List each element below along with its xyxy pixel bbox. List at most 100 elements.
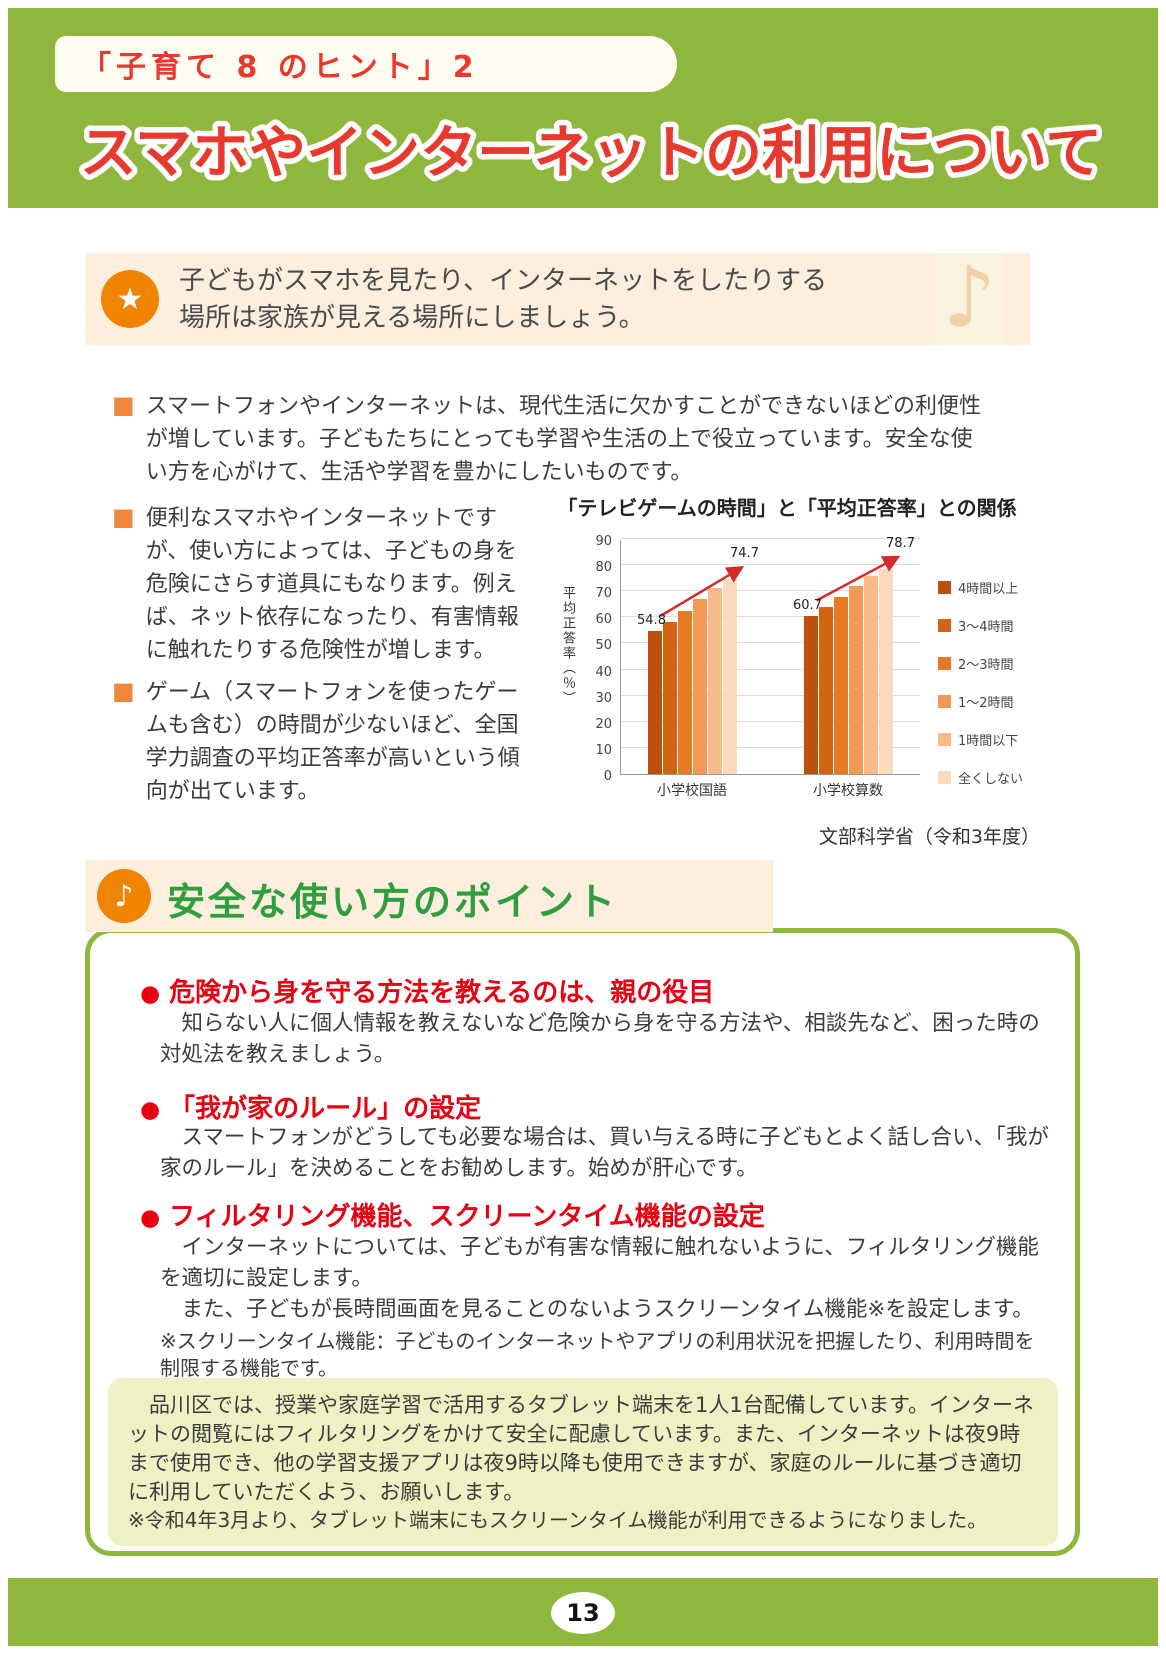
chart-plot-area: 54.8 74.7 60.7 78.7 [620, 536, 920, 775]
y-tick-label: 50 [595, 638, 612, 654]
music-note-icon: ♪ [97, 869, 151, 923]
chart-gridline [621, 746, 920, 748]
city-info-note: ※令和4年3月より、タブレット端末にもスクリーンタイム機能が利用できるようになり… [128, 1508, 988, 1532]
series-badge-label: 「子育て 8 のヒント」2 [81, 50, 479, 85]
legend-swatch [938, 657, 951, 670]
chart-bar [708, 587, 722, 774]
y-tick-label: 70 [595, 586, 612, 602]
chart-legend: 4時間以上 3～4時間 2～3時間 1～2時間 1時間以下全くしない [938, 578, 1023, 806]
chart-y-axis-label: 平均正答率（％） [560, 586, 575, 706]
bar-chart: 平均正答率（％） 0 10 20 30 40 50 60 70 80 90 54.8 74.7 60.… [550, 528, 1060, 828]
star-glyph: ★ [116, 281, 144, 317]
bar-value-label: 78.7 [886, 535, 915, 551]
y-tick-label: 0 [603, 769, 612, 784]
chart-gridline [621, 694, 920, 696]
intro-paragraph-text: スマートフォンやインターネットは、現代生活に欠かすことができないほどの利便性が増… [145, 394, 982, 485]
chart-gridline [621, 564, 920, 566]
legend-swatch [938, 695, 951, 708]
legend-item: 4時間以上 [938, 578, 1023, 597]
screen-time-note: ※スクリーンタイム機能：子どものインターネットやアプリの利用状況を把握したり、利… [160, 1329, 1035, 1380]
game-time-paragraph-text: ゲーム（スマートフォンを使ったゲームも含む）の時間が少ないほど、全国学力調査の平… [145, 680, 520, 804]
chart-bar [678, 610, 692, 774]
points-section-header: ♪ 安全な使い方のポイント [85, 860, 773, 932]
legend-item: 3～4時間 [938, 616, 1023, 635]
y-tick-label: 40 [595, 664, 612, 680]
legend-label: 2～3時間 [958, 658, 1014, 673]
key-message: 子どもがスマホを見たり、インターネットをしたりする 場所は家族が見える場所にしま… [179, 263, 827, 337]
ribbon-decoration [936, 253, 1004, 345]
legend-swatch [938, 733, 951, 746]
point-2-body: スマートフォンがどうしても必要な場合は、買い与える時に子どもとよく話し合い、「我… [160, 1125, 1049, 1181]
point-3-title: ● フィルタリング機能、スクリーンタイム機能の設定 [140, 1196, 765, 1233]
y-tick-label: 60 [595, 612, 612, 628]
circle-bullet-icon: ● [140, 1097, 161, 1123]
city-info-body: 品川区では、授業や家庭学習で活用するタブレット端末を1人1台配備しています。イン… [128, 1393, 1034, 1504]
legend-swatch [938, 581, 951, 594]
game-time-paragraph: ■ ゲーム（スマートフォンを使ったゲームも含む）の時間が少ないほど、全国学力調査… [112, 676, 526, 808]
header-band: 「子育て 8 のヒント」2 スマホやインターネットの利用について [8, 8, 1158, 208]
chart-bar [723, 578, 737, 774]
y-tick-label: 30 [595, 690, 612, 706]
legend-label: 全くしない [958, 772, 1024, 787]
legend-swatch [938, 619, 951, 632]
square-bullet-icon: ■ [112, 391, 135, 419]
chart-category-label: 小学校国語 [657, 783, 727, 799]
chart-y-axis: 0 10 20 30 40 50 60 70 80 90 [580, 534, 612, 784]
legend-item: 1～2時間 [938, 692, 1023, 711]
legend-label: 4時間以上 [958, 582, 1019, 597]
point-2-title-text: 「我が家のルール」の設定 [169, 1094, 482, 1124]
chart-bar [663, 622, 677, 774]
chart-bar [879, 568, 893, 774]
point-1-title-text: 危険から身を守る方法を教えるのは、親の役目 [169, 978, 715, 1008]
chart-bar [864, 576, 878, 774]
chart-gridline [621, 538, 920, 539]
treble-clef-icon: ♪ [942, 253, 996, 345]
y-tick-label: 90 [595, 534, 612, 549]
chart-bar [693, 598, 707, 774]
legend-item: 全くしない [938, 768, 1023, 787]
chart-category-label: 小学校算数 [813, 783, 883, 799]
bar-value-label: 54.8 [637, 612, 666, 628]
y-tick-label: 10 [595, 742, 612, 758]
circle-bullet-icon: ● [140, 1205, 161, 1231]
page-title-graphic: スマホやインターネットの利用について [74, 115, 1108, 192]
square-bullet-icon: ■ [112, 677, 135, 705]
intro-paragraph: ■ スマートフォンやインターネットは、現代生活に欠かすことができないほどの利便性… [112, 390, 994, 489]
chart-bar [804, 615, 818, 774]
chart-title: 「テレビゲームの時間」と「平均正答率」との関係 [557, 496, 1017, 520]
legend-swatch [938, 771, 951, 784]
key-message-box: ♪ ★ 子どもがスマホを見たり、インターネットをしたりする 場所は家族が見える場… [85, 253, 1030, 345]
y-tick-label: 20 [595, 716, 612, 732]
series-badge: 「子育て 8 のヒント」2 [55, 36, 677, 92]
page-number: 13 [551, 1592, 615, 1634]
risk-paragraph-text: 便利なスマホやインターネットですが、使い方によっては、子どもの身を危険にさらす道… [145, 506, 519, 663]
legend-label: 3～4時間 [958, 620, 1014, 635]
legend-label: 1～2時間 [958, 696, 1014, 711]
point-2-title: ● 「我が家のルール」の設定 [140, 1088, 481, 1125]
chart-gridline [621, 642, 920, 644]
circle-bullet-icon: ● [140, 981, 161, 1007]
bar-value-label: 60.7 [793, 597, 822, 613]
legend-item: 1時間以下 [938, 730, 1023, 749]
chart-source: 文部科学省（令和3年度） [818, 826, 1040, 848]
point-1-body: 知らない人に個人情報を教えないなど危険から身を守る方法や、相談先など、困った時の… [160, 1011, 1040, 1067]
city-info-box: 品川区では、授業や家庭学習で活用するタブレット端末を1人1台配備しています。イン… [108, 1378, 1058, 1546]
chart-bar [834, 596, 848, 774]
key-message-line-1: 子どもがスマホを見たり、インターネットをしたりする [179, 266, 828, 296]
legend-label: 1時間以下 [958, 734, 1019, 749]
chart-bar [648, 630, 662, 774]
page-title: スマホやインターネットの利用について [80, 120, 1103, 186]
chart-gridline [621, 668, 920, 670]
point-1-title: ● 危険から身を守る方法を教えるのは、親の役目 [140, 972, 714, 1009]
chart-category-labels: 小学校国語 小学校算数 [620, 780, 920, 802]
chart-gridline [621, 616, 920, 618]
chart-gridline [621, 720, 920, 722]
chart-gridline [621, 590, 920, 592]
legend-item: 2～3時間 [938, 654, 1023, 673]
risk-paragraph: ■ 便利なスマホやインターネットですが、使い方によっては、子どもの身を危険にさら… [112, 502, 526, 667]
star-icon: ★ [101, 270, 159, 328]
points-section-title: 安全な使い方のポイント [167, 880, 619, 924]
bar-value-label: 74.7 [730, 545, 759, 561]
chart-bar [819, 607, 833, 774]
